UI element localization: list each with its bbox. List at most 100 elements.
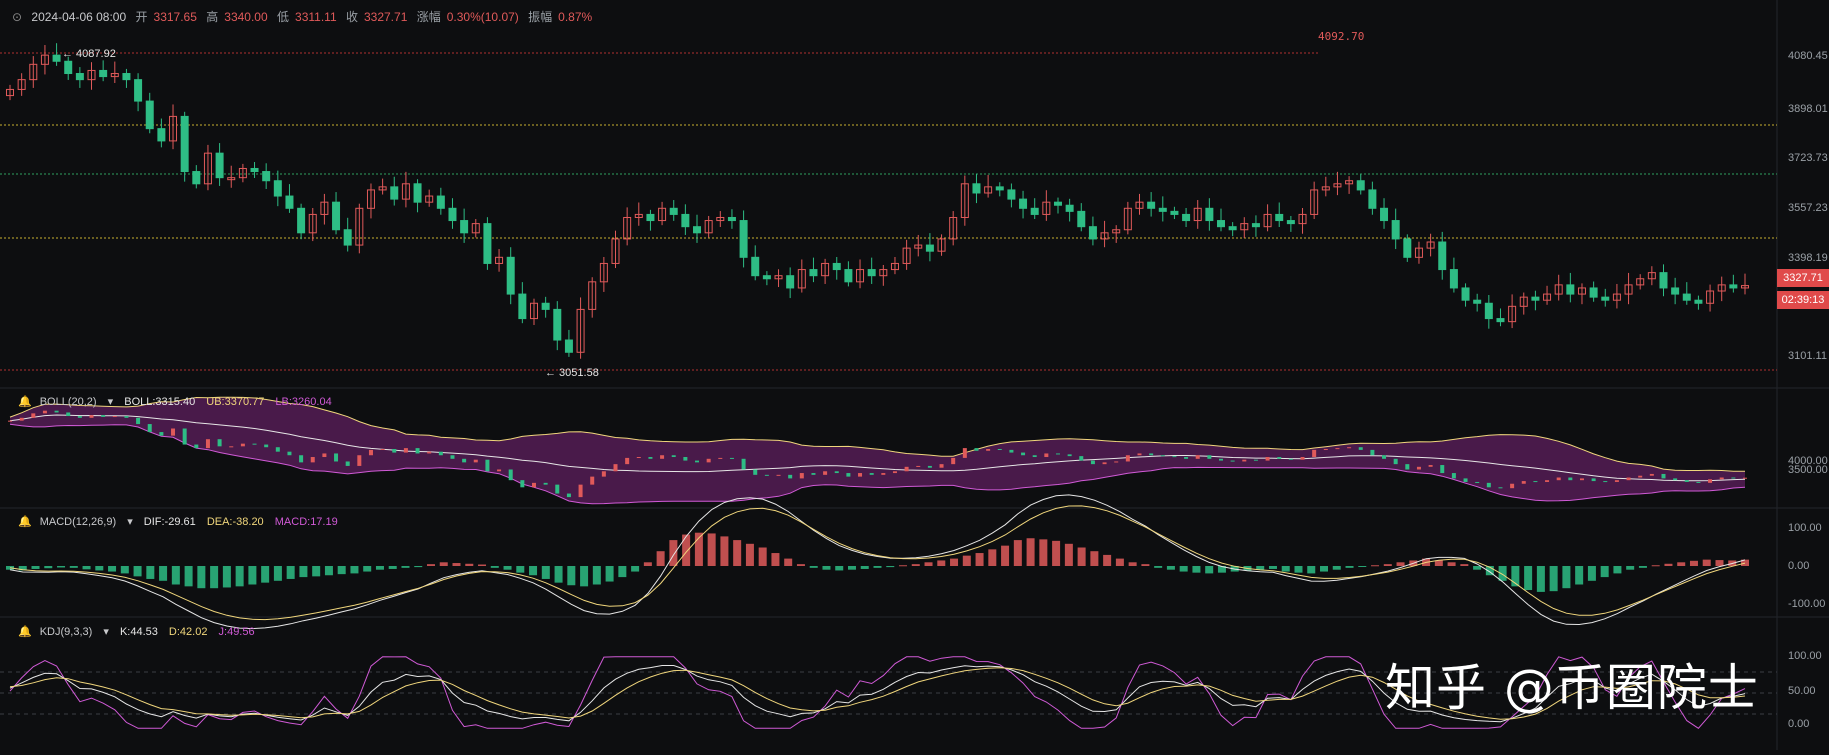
macd-bar — [1638, 566, 1647, 568]
candle-body — [110, 73, 119, 78]
bell-icon[interactable]: 🔔 — [18, 396, 32, 408]
price-axis-label: 4080.45 — [1788, 50, 1828, 62]
candle-body — [1624, 284, 1633, 295]
boll-candle — [601, 471, 606, 477]
boll-candle — [1277, 457, 1282, 459]
macd-bar — [1345, 566, 1354, 568]
candle-body — [1100, 232, 1109, 240]
boll-candle — [1463, 478, 1468, 482]
boll-candle — [881, 473, 886, 475]
boll-candle — [1149, 453, 1154, 456]
dropdown-icon[interactable]: ▾ — [103, 626, 109, 638]
boll-candle — [1253, 459, 1258, 461]
boll-candle — [1393, 458, 1398, 465]
expand-icon[interactable]: ⊙ — [12, 10, 23, 24]
boll-candle — [1545, 480, 1550, 482]
macd-bar — [1307, 566, 1316, 574]
low-value: 3311.11 — [295, 10, 337, 24]
macd-bar — [541, 566, 550, 579]
candle-body — [1030, 207, 1039, 215]
candle-body — [786, 275, 795, 289]
macd-name[interactable]: MACD(12,26,9) — [39, 516, 117, 528]
kdj-axis-label: 100.00 — [1788, 650, 1822, 662]
high-label: 高 — [206, 10, 219, 24]
bell-icon[interactable]: 🔔 — [18, 516, 32, 528]
candle-body — [1251, 223, 1260, 228]
macd-bar — [337, 566, 346, 575]
dropdown-icon[interactable]: ▾ — [107, 396, 114, 408]
candle-body — [332, 201, 341, 231]
candle-body — [227, 177, 236, 181]
dropdown-icon[interactable]: ▾ — [127, 516, 133, 528]
boll-candle — [1114, 461, 1119, 463]
boll-candle — [1160, 455, 1165, 457]
boll-candle — [8, 420, 12, 422]
boll-candle — [54, 410, 59, 413]
candle-body — [1484, 302, 1493, 320]
boll-candle — [962, 448, 967, 458]
macd-bar — [592, 566, 601, 585]
candle-body — [1554, 284, 1563, 295]
macd-bar — [694, 532, 703, 566]
boll-candle — [1510, 483, 1515, 489]
candle-body — [1566, 284, 1575, 295]
candle-body — [1182, 213, 1191, 222]
candle-body — [425, 195, 434, 203]
macd-bar — [401, 566, 410, 568]
candle-body — [1426, 241, 1435, 249]
boll-candle — [1055, 453, 1060, 455]
macd-bar — [1001, 545, 1010, 566]
boll-candle — [660, 455, 665, 459]
candle-body — [1391, 220, 1400, 240]
boll-candle — [997, 449, 1002, 450]
macd-bar — [1256, 566, 1265, 570]
boll-candle — [1067, 454, 1072, 457]
candle-body — [1706, 290, 1715, 304]
kdj-name[interactable]: KDJ(9,3,3) — [39, 626, 93, 638]
macd-bar — [1498, 566, 1507, 581]
macd-bar — [899, 565, 908, 567]
macd-bar — [1460, 564, 1469, 566]
kdj-axis-label: 50.00 — [1788, 685, 1816, 697]
macd-bar — [388, 566, 397, 569]
boll-candle — [497, 469, 502, 472]
boll-candle — [648, 457, 653, 459]
candle-body — [1263, 213, 1272, 228]
candle-body — [634, 213, 643, 218]
candle-body — [1053, 201, 1062, 206]
boll-name[interactable]: BOLL(20,2) — [39, 396, 97, 408]
boll-lower-line — [9, 423, 1746, 505]
change-value: 0.30%(10.07) — [446, 10, 519, 24]
boll-candle — [566, 493, 571, 498]
boll-candle — [904, 466, 909, 472]
ohlc-header: ⊙ 2024-04-06 08:00 开 3317.65 高 3340.00 低 33… — [12, 8, 598, 25]
boll-candle — [776, 474, 781, 476]
boll-candle — [1370, 449, 1375, 456]
macd-bar — [758, 547, 767, 566]
macd-bar — [235, 566, 244, 587]
candle-body — [29, 63, 38, 81]
watermark: 知乎 @币圈院士 — [1385, 659, 1759, 717]
macd-bar — [95, 566, 104, 571]
macd-bar — [1039, 539, 1048, 566]
boll-candle — [473, 459, 478, 463]
boll-candle — [403, 448, 408, 453]
close-label: 收 — [345, 10, 358, 24]
macd-bar — [324, 566, 333, 576]
candle-body — [925, 244, 934, 252]
boll-candle — [613, 464, 618, 472]
boll-candle — [334, 453, 339, 462]
boll-candle — [671, 455, 676, 458]
candle-body — [17, 79, 26, 90]
candle-body — [623, 216, 632, 240]
candle-body — [1496, 318, 1505, 323]
boll-candle — [1556, 477, 1561, 481]
candle-body — [774, 275, 783, 280]
candle-body — [506, 256, 515, 295]
candle-body — [972, 183, 981, 194]
macd-bar — [580, 566, 589, 587]
bell-icon[interactable]: 🔔 — [18, 626, 32, 638]
candle-body — [1543, 293, 1552, 301]
